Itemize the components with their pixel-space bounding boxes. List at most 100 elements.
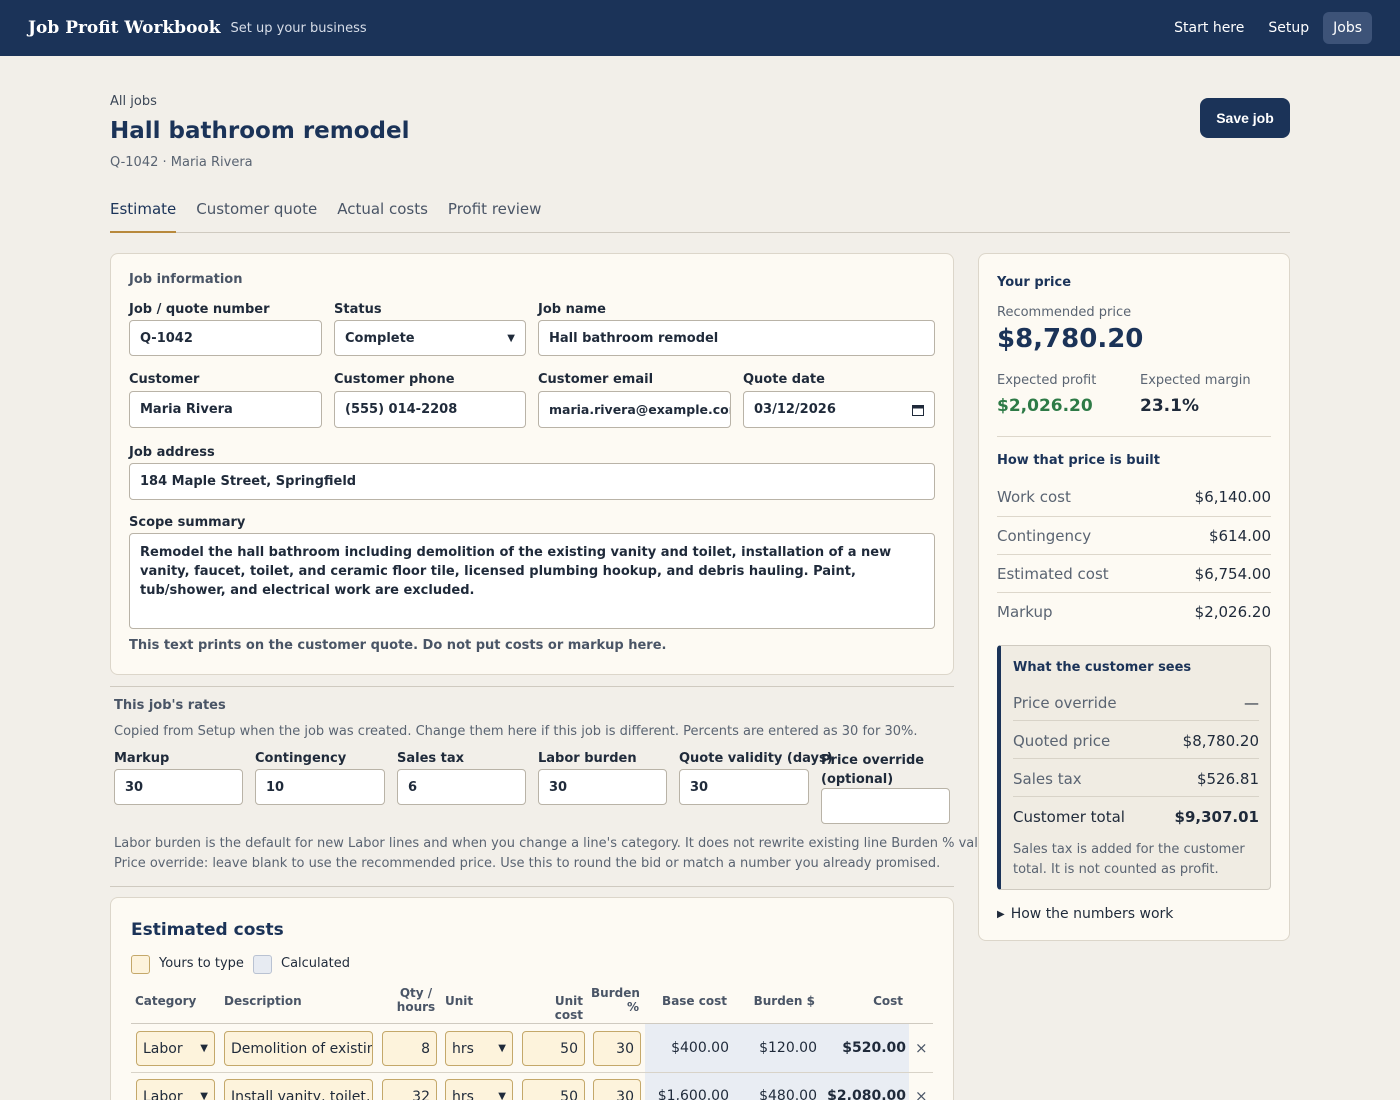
tab-profit-review[interactable]: Profit review [447, 200, 542, 218]
sales-tax-input[interactable]: 6 [397, 769, 526, 805]
quote-date-label: Quote date [743, 372, 825, 387]
customer-label: Customer [129, 372, 200, 387]
row2-unit-cost-input[interactable]: 50 [522, 1079, 585, 1100]
legend-calculated-label: Calculated [281, 956, 350, 971]
quoted-price-row: Quoted price $8,780.20 [1013, 732, 1259, 750]
chevron-down-icon: ▼ [498, 1043, 506, 1054]
job-name-input[interactable]: Hall bathroom remodel [538, 320, 935, 356]
row1-unit-cost-value: 50 [560, 1040, 578, 1057]
row1-qty-value: 8 [421, 1040, 430, 1057]
row2-unit-select[interactable]: hrs ▼ [445, 1079, 513, 1100]
contingency-input[interactable]: 10 [255, 769, 385, 805]
row2-qty-value: 32 [412, 1088, 430, 1100]
row1-burden-pct-input[interactable]: 30 [593, 1031, 641, 1066]
contingency-row-label: Contingency [997, 527, 1092, 545]
price-override-row-value: — [1244, 694, 1259, 712]
col-burden-usd: Burden $ [753, 994, 815, 1008]
nav-link-jobs[interactable]: Jobs [1323, 12, 1372, 44]
save-job-button[interactable]: Save job [1200, 98, 1290, 138]
sales-tax-row-value: $526.81 [1196, 770, 1259, 788]
markup-row-value: $2,026.20 [1194, 603, 1271, 621]
status-label: Status [334, 302, 382, 317]
quote-number-input[interactable]: Q-1042 [129, 320, 322, 356]
quote-validity-value: 30 [690, 779, 709, 795]
legend-calculated-swatch [253, 955, 272, 974]
estimated-costs-card: Estimated costs Yours to type Calculated… [110, 897, 954, 1100]
contingency-row: Contingency $614.00 [997, 527, 1271, 545]
row2-remove-button[interactable]: × [915, 1087, 928, 1100]
col-unit-cost: Unit cost [554, 994, 583, 1022]
row2-description-input[interactable]: Install vanity, toilet, and tile [224, 1079, 373, 1100]
price-built-heading: How that price is built [997, 453, 1160, 468]
row2-qty-input[interactable]: 32 [382, 1079, 437, 1100]
status-select[interactable]: Complete ▼ [334, 320, 526, 356]
rates-intro: Copied from Setup when the job was creat… [114, 724, 918, 739]
row1-cost: $520.00 [842, 1040, 906, 1056]
legend-type-swatch [131, 955, 150, 974]
labor-burden-input[interactable]: 30 [538, 769, 667, 805]
tab-actual-costs[interactable]: Actual costs [337, 200, 428, 218]
job-name-value: Hall bathroom remodel [549, 330, 719, 346]
estimated-cost-label: Estimated cost [997, 565, 1109, 583]
job-address-value: 184 Maple Street, Springfield [140, 474, 357, 489]
row2-burden-usd: $480.00 [759, 1088, 817, 1100]
status-value: Complete [345, 330, 415, 346]
tab-customer-quote[interactable]: Customer quote [196, 200, 318, 218]
row2-burden-pct-input[interactable]: 30 [593, 1079, 641, 1100]
price-override-label: Price override (optional) [821, 753, 925, 787]
customer-phone-label: Customer phone [334, 372, 455, 387]
expected-margin-label: Expected margin [1140, 373, 1251, 388]
row1-unit-cost-input[interactable]: 50 [522, 1031, 585, 1066]
quote-validity-input[interactable]: 30 [679, 769, 809, 805]
customer-phone-input[interactable]: (555) 014-2208 [334, 391, 526, 428]
customer-input[interactable]: Maria Rivera [129, 391, 322, 428]
customer-email-input[interactable]: maria.rivera@example.com [538, 391, 731, 428]
app-brand[interactable]: Job Profit Workbook [28, 18, 221, 38]
job-address-input[interactable]: 184 Maple Street, Springfield [129, 463, 935, 500]
row1-category-value: Labor [143, 1040, 183, 1057]
expected-profit-label: Expected profit [997, 373, 1097, 388]
contingency-label: Contingency [255, 751, 347, 766]
job-address-label: Job address [129, 445, 215, 460]
work-cost-value: $6,140.00 [1194, 488, 1271, 506]
top-navbar: Job Profit Workbook Set up your business… [0, 0, 1400, 56]
calendar-icon[interactable] [912, 404, 924, 416]
quoted-price-value: $8,780.20 [1182, 732, 1259, 750]
row1-remove-button[interactable]: × [915, 1039, 928, 1057]
row1-unit-select[interactable]: hrs ▼ [445, 1031, 513, 1066]
close-icon: × [915, 1087, 928, 1100]
row1-category-select[interactable]: Labor ▼ [136, 1031, 215, 1066]
chevron-down-icon: ▼ [507, 332, 515, 344]
price-override-row-label: Price override [1013, 694, 1117, 712]
customer-total-value: $9,307.01 [1174, 808, 1259, 826]
scope-summary-value: Remodel the hall bathroom including demo… [140, 545, 892, 598]
quote-number-value: Q-1042 [140, 330, 193, 346]
tab-estimate[interactable]: Estimate [110, 196, 177, 233]
price-override-input[interactable] [821, 788, 950, 824]
nav-link-start-here[interactable]: Start here [1174, 20, 1245, 36]
breadcrumb-all-jobs[interactable]: All jobs [110, 94, 157, 109]
estimated-costs-title: Estimated costs [131, 920, 284, 940]
row1-description-input[interactable]: Demolition of existing vanity [224, 1031, 373, 1066]
row1-unit-value: hrs [452, 1040, 474, 1057]
contingency-value: 10 [266, 779, 285, 795]
row-divider [1013, 758, 1259, 759]
job-name-label: Job name [538, 302, 606, 317]
triangle-right-icon: ▶ [997, 908, 1005, 920]
labor-burden-label: Labor burden [538, 751, 637, 766]
nav-link-setup[interactable]: Setup [1268, 20, 1310, 36]
scope-summary-textarea[interactable]: Remodel the hall bathroom including demo… [129, 533, 935, 629]
row2-unit-cost-value: 50 [560, 1088, 578, 1100]
quote-date-input[interactable]: 03/12/2026 [743, 391, 935, 428]
row2-category-select[interactable]: Labor ▼ [136, 1079, 215, 1100]
page-subtitle: Q-1042 · Maria Rivera [110, 155, 253, 170]
row1-burden-pct-value: 30 [616, 1040, 634, 1057]
row2-cost: $2,080.00 [827, 1088, 906, 1100]
row-divider [997, 516, 1271, 517]
row1-qty-input[interactable]: 8 [382, 1031, 437, 1066]
work-cost-row: Work cost $6,140.00 [997, 488, 1271, 506]
estimated-cost-row: Estimated cost $6,754.00 [997, 565, 1271, 583]
markup-input[interactable]: 30 [114, 769, 243, 805]
chevron-down-icon: ▼ [498, 1091, 506, 1100]
how-numbers-work-toggle[interactable]: ▶ How the numbers work [997, 906, 1173, 922]
